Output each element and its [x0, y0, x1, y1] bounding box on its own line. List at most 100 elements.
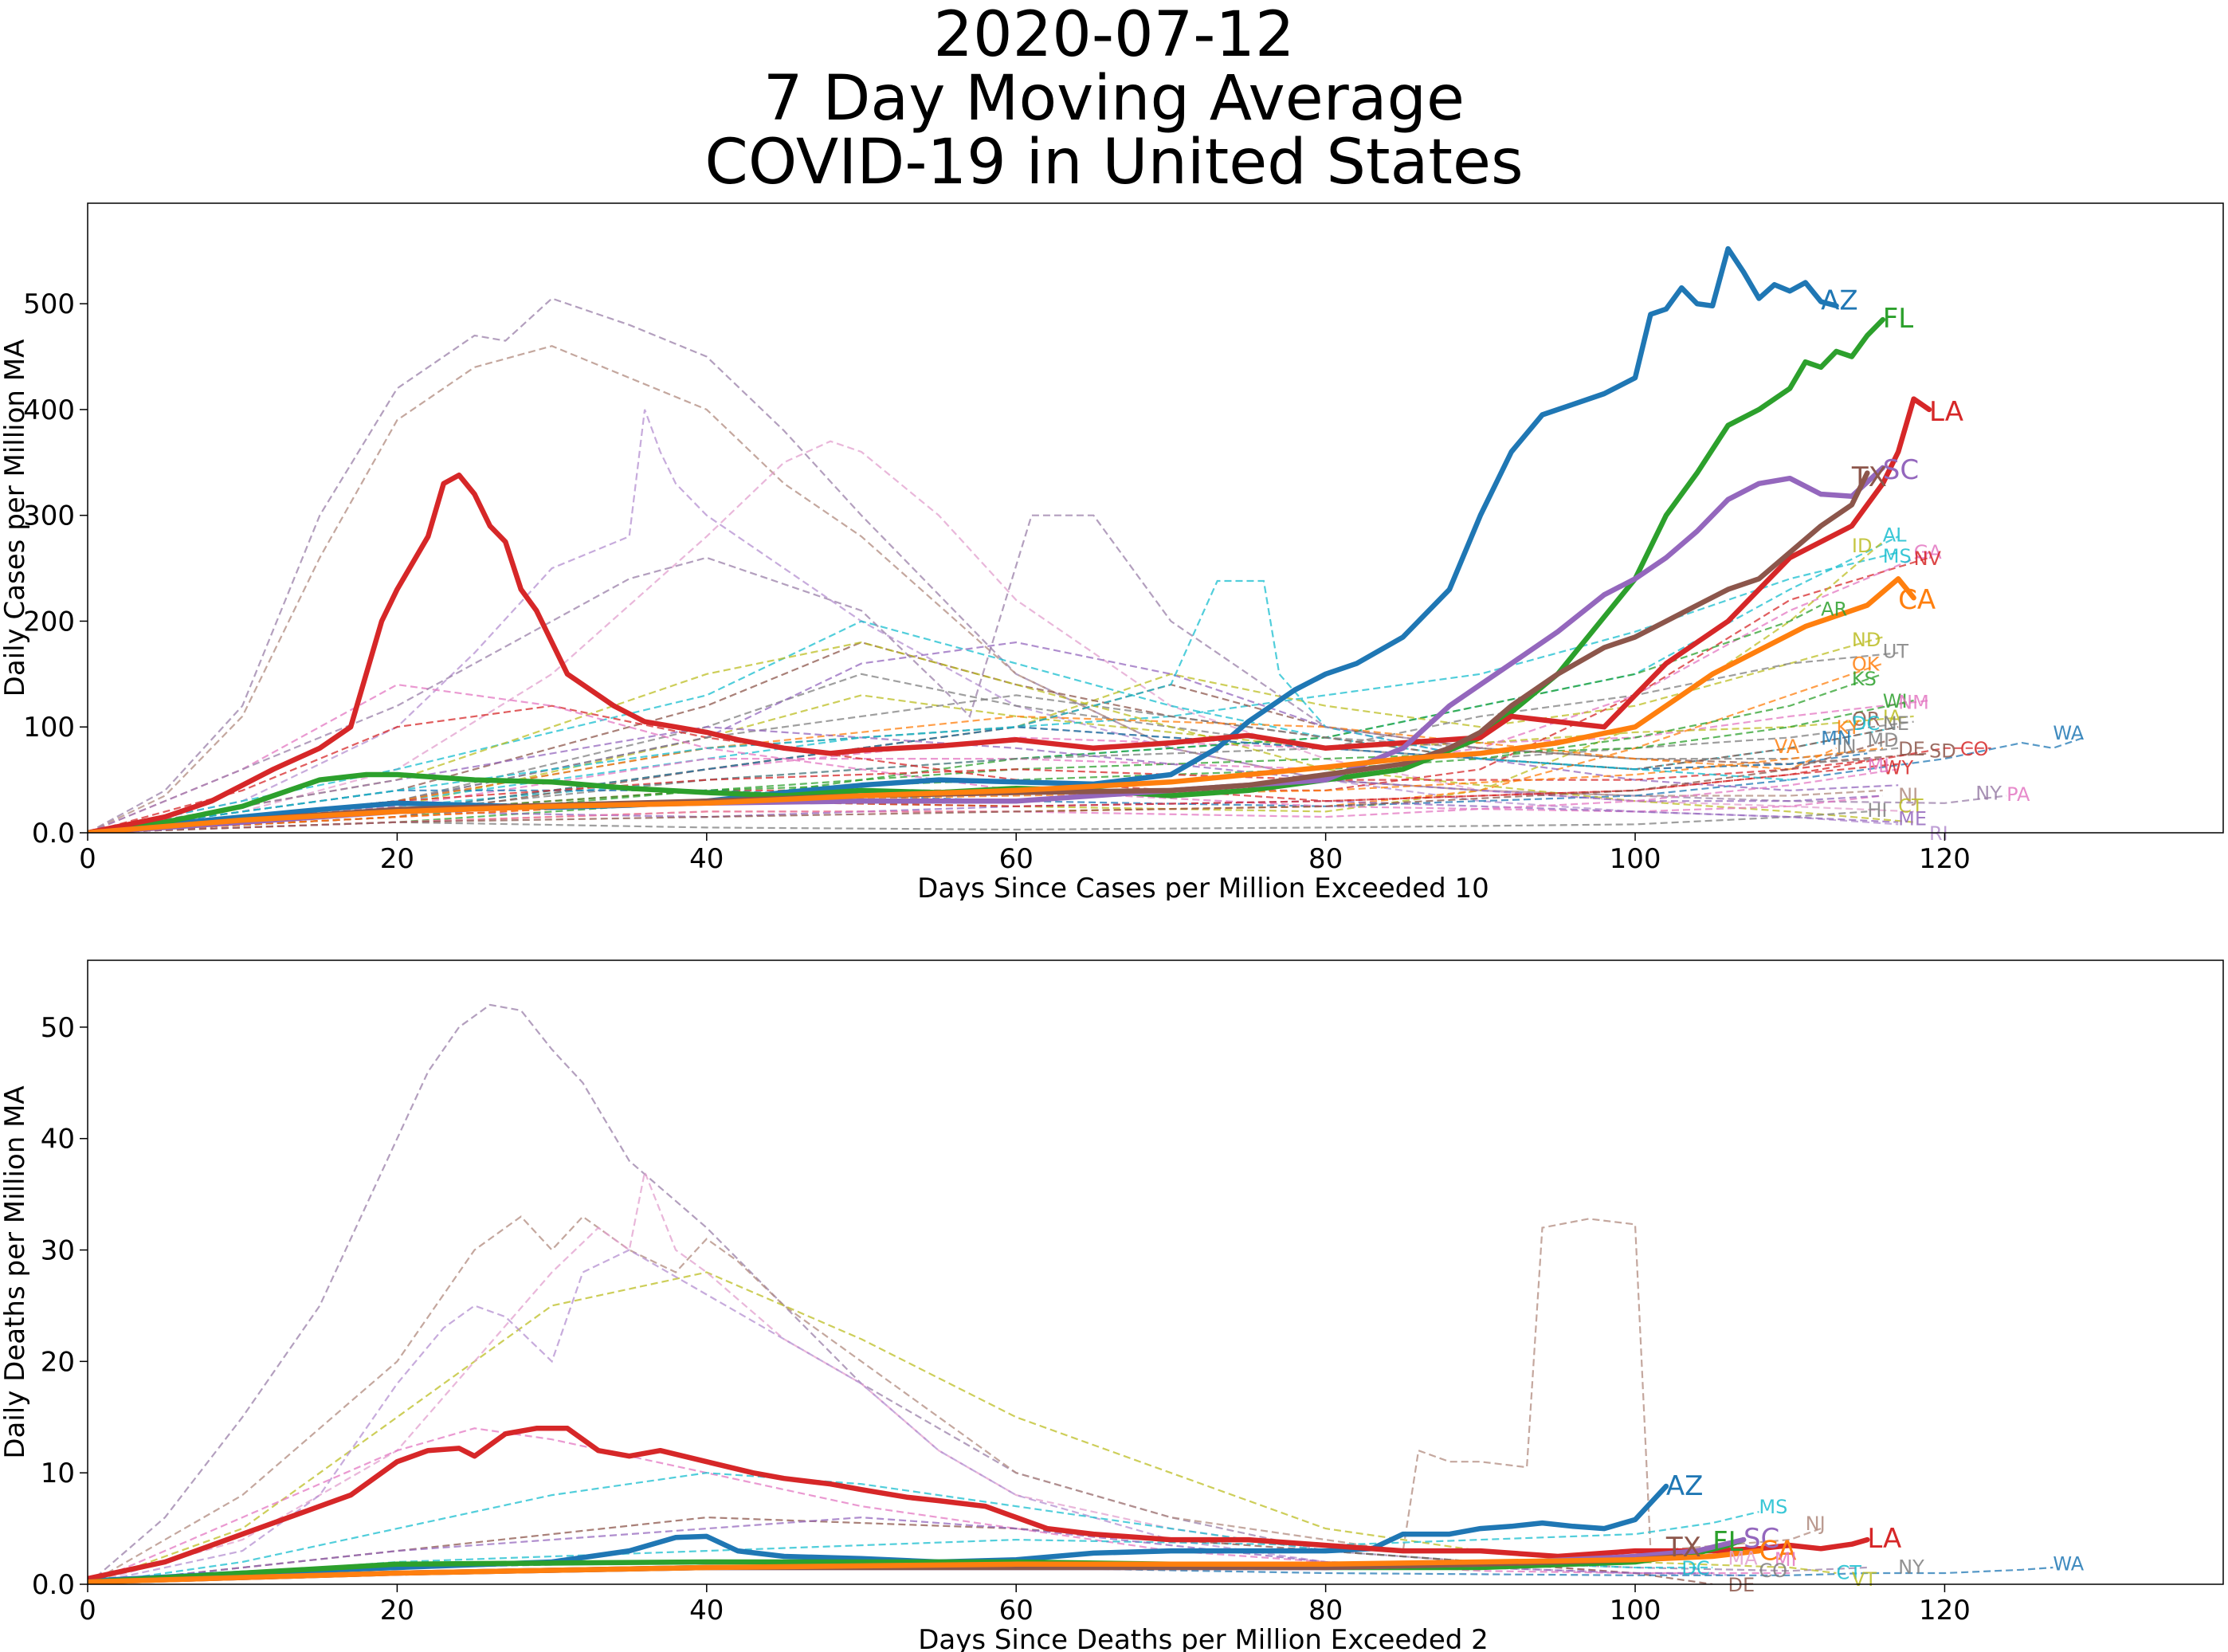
cases-series-va-line — [88, 715, 1837, 833]
cases-label-ne: NE — [1883, 712, 1909, 735]
cases-label-ok: OK — [1852, 653, 1881, 676]
title-line-region: COVID-19 in United States — [704, 127, 1524, 198]
cases-label-me: ME — [1898, 807, 1927, 830]
deaths-label-dc: DC — [1681, 1557, 1709, 1579]
cases-series-or-line — [88, 736, 1899, 833]
cases-label-al: AL — [1883, 524, 1907, 547]
deaths-label-ny: NY — [1898, 1556, 1924, 1579]
cases-series-wa-line — [88, 736, 2085, 833]
cases-ytick-label: 500 — [23, 288, 75, 320]
cases-label-nj: NJ — [1898, 784, 1918, 806]
cases-label-tx: TX — [1851, 461, 1887, 493]
cases-label-sc: SC — [1883, 454, 1919, 486]
deaths-label-mi: MI — [1775, 1548, 1797, 1571]
deaths-label-de: DE — [1728, 1574, 1755, 1596]
cases-series-ma-line — [88, 440, 1914, 833]
deaths-axes-frame — [87, 959, 2224, 1585]
cases-series-x1-line — [88, 514, 1481, 833]
cases-label-ga: GA — [1914, 541, 1943, 563]
deaths-label-ct: CT — [1836, 1562, 1861, 1584]
cases-series-nj-line — [88, 345, 1883, 833]
cases-label-co: CO — [1960, 738, 1989, 760]
deaths-xtick-label: 20 — [380, 1595, 414, 1626]
cases-series-ky-line — [88, 747, 1883, 833]
cases-label-or: OR — [1852, 708, 1881, 731]
deaths-xtick-label: 60 — [999, 1595, 1034, 1626]
cases-label-md: MD — [1867, 729, 1898, 751]
deaths-xtick-label: 120 — [1919, 1595, 1971, 1626]
deaths-xtick-label: 40 — [689, 1595, 724, 1626]
deaths-label-nj: NJ — [1806, 1513, 1826, 1535]
cases-xtick-label: 0 — [79, 843, 96, 875]
cases-x-axis-label: Days Since Cases per Million Exceeded 10 — [917, 873, 1489, 901]
deaths-xtick-label: 0 — [79, 1595, 96, 1626]
deaths-series-ri-line — [88, 1249, 1744, 1584]
cases-ytick-label: 300 — [23, 500, 75, 532]
deaths-ytick-label: 10 — [41, 1458, 75, 1489]
cases-axes-frame — [87, 202, 2224, 834]
cases-label-ct: CT — [1898, 795, 1924, 817]
cases-ytick-label: 200 — [23, 606, 75, 638]
cases-series-sd-line — [88, 683, 1930, 833]
cases-label-pa: PA — [2006, 783, 2030, 806]
deaths-xtick-label: 80 — [1308, 1595, 1343, 1626]
cases-label-va: VA — [1775, 736, 1800, 758]
deaths-label-az: AZ — [1666, 1470, 1704, 1502]
deaths-ytick-label: 40 — [41, 1124, 75, 1156]
deaths-series-nj-line — [88, 1215, 1822, 1584]
cases-series-ca-line — [88, 576, 1916, 833]
cases-y-axis-label: Daily Cases per Million MA — [0, 339, 31, 697]
deaths-series-la-line — [88, 1426, 1870, 1582]
cases-label-wa: WA — [2053, 722, 2084, 744]
cases-label-nd: ND — [1852, 629, 1881, 651]
deaths-label-ms: MS — [1759, 1496, 1787, 1518]
deaths-label-wa: WA — [2053, 1552, 2084, 1575]
cases-label-ar: AR — [1821, 598, 1847, 621]
cases-series-mi-line — [88, 683, 1883, 833]
deaths-label-la: LA — [1867, 1523, 1901, 1555]
cases-series-pa-line — [88, 726, 1883, 833]
title-line-metric: 7 Day Moving Average — [763, 63, 1465, 135]
deaths-series-ma-line — [88, 1168, 1713, 1584]
deaths-label-ma: MA — [1728, 1547, 1759, 1569]
cases-label-mi: MI — [1867, 755, 1889, 777]
cases-series-mn-line — [88, 726, 1868, 833]
cases-label-nv: NV — [1914, 547, 1942, 570]
cases-series-ct-line — [88, 641, 1914, 833]
cases-label-de: DE — [1898, 738, 1925, 760]
deaths-label-fl: FL — [1712, 1526, 1744, 1558]
cases-ytick-label: 0.0 — [32, 818, 75, 850]
cases-series-ny-line — [88, 297, 2007, 833]
cases-label-ks: KS — [1852, 668, 1877, 690]
deaths-series-ny-line — [88, 1003, 1868, 1584]
cases-xtick-label: 120 — [1919, 843, 1971, 875]
cases-ytick-label: 400 — [23, 394, 75, 426]
cases-label-ut: UT — [1883, 641, 1909, 663]
deaths-series-ca-line — [88, 1548, 1762, 1584]
deaths-ytick-label: 50 — [41, 1012, 75, 1044]
cases-label-ky: KY — [1836, 716, 1860, 739]
cases-series-hi-line — [88, 810, 1868, 833]
cases-series-ms-line — [88, 551, 1899, 833]
cases-label-ms: MS — [1883, 545, 1912, 567]
cases-label-ia: IA — [1883, 706, 1902, 728]
cases-label-mn: MN — [1821, 728, 1852, 750]
cases-label-dc: DC — [1852, 712, 1880, 735]
deaths-label-sc: SC — [1744, 1523, 1779, 1555]
cases-series-nd-line — [88, 636, 1884, 833]
deaths-ytick-label: 0.0 — [32, 1569, 75, 1601]
cases-label-fl: FL — [1883, 303, 1914, 335]
cases-label-ri: RI — [1929, 822, 1948, 845]
deaths-label-co: CO — [1759, 1560, 1787, 1582]
deaths-y-axis-label: Daily Deaths per Million MA — [0, 1085, 31, 1458]
cases-label-in: IN — [1836, 736, 1856, 758]
title-line-date: 2020-07-12 — [933, 0, 1295, 71]
cases-xtick-label: 40 — [689, 843, 724, 875]
deaths-xtick-label: 100 — [1610, 1595, 1661, 1626]
cases-series-la-line — [88, 396, 1932, 833]
cases-label-nm: NM — [1898, 691, 1929, 713]
deaths-label-tx: TX — [1665, 1532, 1701, 1564]
